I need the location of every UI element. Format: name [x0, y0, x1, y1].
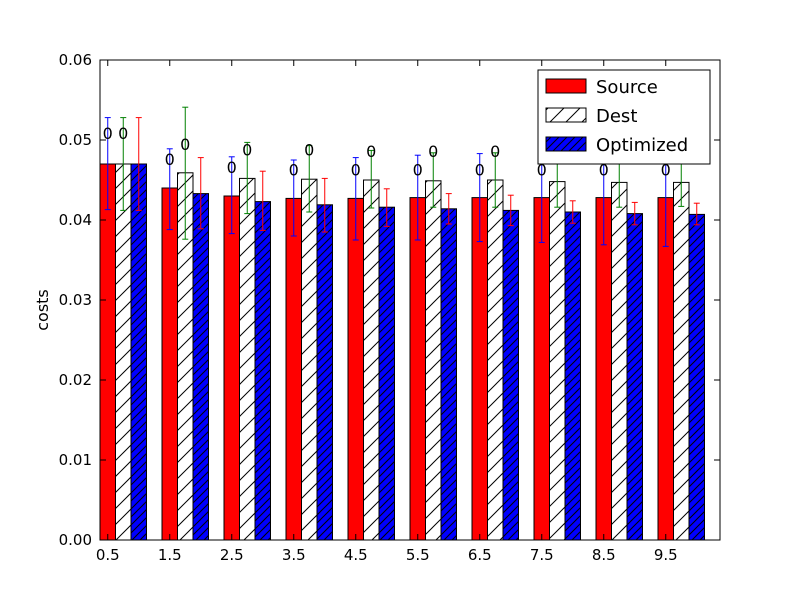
bar-hatch-dest-5.5 — [425, 180, 441, 541]
marker-source-3.5: 0 — [289, 161, 299, 180]
x-tick-label: 5.5 — [406, 546, 430, 564]
legend: Source Dest Optimized — [537, 69, 711, 165]
bar-hatch-optimized-9.5 — [689, 214, 705, 540]
marker-source-4.5: 0 — [351, 161, 361, 180]
error-bar-optimized-7.5 — [569, 200, 576, 224]
x-tick-label: 2.5 — [220, 546, 244, 564]
marker-dest-1.5: 0 — [180, 135, 190, 154]
bar-hatch-dest-4.5 — [363, 180, 379, 540]
bar-source-8.5 — [595, 197, 612, 541]
x-tick-label: 3.5 — [282, 546, 306, 564]
bar-hatch-optimized-2.5 — [255, 201, 271, 540]
marker-source-2.5: 0 — [227, 158, 237, 177]
bar-hatch-dest-6.5 — [487, 180, 503, 540]
x-tick-label: 8.5 — [592, 546, 616, 564]
legend-swatch-hatch-dest — [546, 108, 586, 122]
error-bar-source-5.5 — [414, 154, 421, 241]
error-bar-source-3.5 — [290, 159, 297, 237]
error-bar-optimized-6.5 — [507, 194, 514, 227]
error-bar-optimized-0.5 — [135, 117, 142, 211]
error-bar-dest-4.5 — [368, 149, 375, 209]
legend-label-source: Source — [596, 77, 658, 98]
error-bar-optimized-9.5 — [693, 202, 700, 226]
bar-hatch-dest-7.5 — [549, 181, 565, 540]
marker-source-1.5: 0 — [165, 150, 175, 169]
marker-source-7.5: 0 — [537, 161, 547, 180]
x-tick-label: 7.5 — [530, 546, 554, 564]
error-bar-dest-5.5 — [430, 152, 437, 208]
x-tick-label: 9.5 — [654, 546, 678, 564]
y-tick-label: 0.03 — [59, 291, 92, 309]
error-bar-optimized-5.5 — [445, 193, 452, 225]
bar-source-3.5 — [285, 197, 302, 541]
y-tick-label: 0.05 — [59, 131, 92, 149]
bar-hatch-optimized-8.5 — [627, 213, 643, 540]
error-bar-optimized-2.5 — [259, 170, 266, 231]
bar-hatch-dest-9.5 — [673, 182, 689, 540]
error-bar-dest-3.5 — [306, 145, 313, 213]
bar-hatch-optimized-0.5 — [131, 164, 147, 540]
legend-swatch-hatch-optimized — [546, 137, 586, 151]
bar-hatch-optimized-4.5 — [379, 207, 395, 540]
y-tick-label: 0.04 — [59, 211, 92, 229]
bar-source-4.5 — [347, 197, 364, 541]
error-bar-optimized-1.5 — [197, 157, 204, 230]
plot-area: 00000000000000000000 — [99, 106, 705, 541]
bar-source-1.5 — [161, 187, 178, 541]
error-bar-dest-6.5 — [492, 152, 499, 208]
x-tick-label: 0.5 — [96, 546, 120, 564]
marker-dest-6.5: 0 — [490, 142, 500, 161]
y-tick-label: 0.02 — [59, 371, 92, 389]
marker-source-8.5: 0 — [599, 161, 609, 180]
y-tick-label: 0.00 — [59, 531, 92, 549]
marker-dest-4.5: 0 — [366, 142, 376, 161]
marker-source-6.5: 0 — [475, 161, 485, 180]
bar-source-5.5 — [409, 197, 426, 541]
marker-source-0.5: 0 — [103, 124, 113, 143]
bar-hatch-dest-8.5 — [611, 182, 627, 540]
x-tick-label: 4.5 — [344, 546, 368, 564]
error-bar-optimized-4.5 — [383, 188, 390, 227]
x-tick-label: 1.5 — [158, 546, 182, 564]
y-tick-label: 0.01 — [59, 451, 92, 469]
error-bar-optimized-3.5 — [321, 177, 328, 233]
error-bar-dest-2.5 — [244, 141, 251, 215]
error-bar-source-0.5 — [104, 117, 111, 211]
y-axis-label: costs — [33, 289, 52, 331]
bar-hatch-optimized-3.5 — [317, 204, 333, 541]
x-tick-label: 6.5 — [468, 546, 492, 564]
bar-hatch-optimized-6.5 — [503, 210, 519, 540]
legend-label-optimized: Optimized — [596, 135, 688, 156]
bar-source-2.5 — [223, 195, 240, 541]
marker-source-5.5: 0 — [413, 161, 423, 180]
bar-source-6.5 — [471, 197, 488, 541]
axes: 0.00 0.01 0.02 0.03 0.04 0.05 0.06 0.5 1.5 2.5 3.5… — [59, 51, 721, 564]
bar-hatch-dest-0.5 — [115, 164, 131, 540]
marker-dest-0.5: 0 — [118, 124, 128, 143]
error-bar-dest-1.5 — [182, 106, 189, 240]
marker-source-9.5: 0 — [661, 161, 671, 180]
bar-source-9.5 — [657, 197, 674, 541]
bar-hatch-optimized-5.5 — [441, 208, 457, 541]
error-bar-source-6.5 — [476, 153, 483, 243]
bar-hatch-dest-1.5 — [177, 172, 193, 541]
bar-hatch-optimized-7.5 — [565, 212, 581, 540]
error-bar-source-1.5 — [166, 148, 173, 231]
error-bar-dest-0.5 — [120, 117, 127, 211]
y-tick-label: 0.06 — [59, 51, 92, 69]
legend-swatch-source — [545, 78, 587, 94]
marker-dest-3.5: 0 — [304, 141, 314, 160]
legend-label-dest: Dest — [596, 106, 637, 127]
bar-hatch-dest-3.5 — [301, 179, 317, 540]
error-bar-source-4.5 — [352, 157, 359, 241]
bar-source-7.5 — [533, 197, 550, 541]
error-bar-source-2.5 — [228, 156, 235, 235]
bar-hatch-optimized-1.5 — [193, 193, 209, 540]
error-bar-optimized-8.5 — [631, 201, 638, 226]
bar-hatch-dest-2.5 — [239, 178, 255, 540]
marker-dest-5.5: 0 — [428, 142, 438, 161]
marker-dest-2.5: 0 — [242, 141, 252, 160]
